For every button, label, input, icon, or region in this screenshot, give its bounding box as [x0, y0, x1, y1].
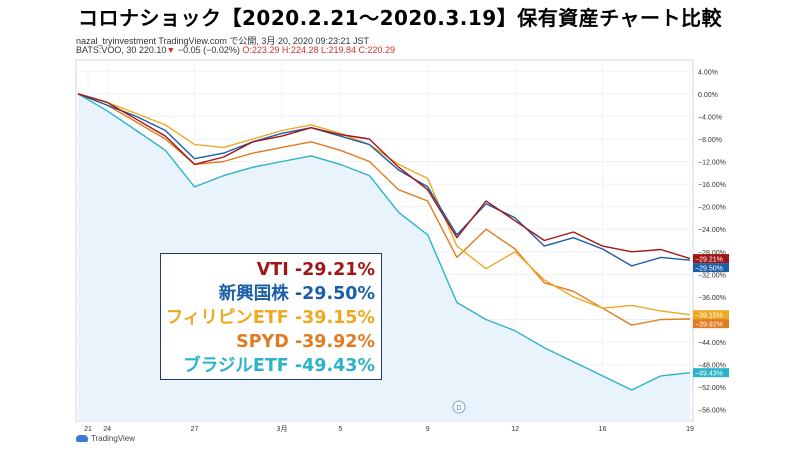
x-tick-label: 16 — [599, 426, 607, 433]
dividend-marker-icon[interactable] — [452, 400, 466, 414]
tag-bg — [693, 310, 729, 320]
y-tick-label: −32.00% — [698, 272, 726, 279]
tag-bg — [693, 263, 729, 273]
last-value-tag: −39.92% — [693, 319, 729, 328]
x-axis: 21 24 27 3月 5 9 12 16 19 — [84, 425, 694, 433]
y-axis: 4.00% 0.00% −4.00% −8.00% −12.00% −16.00% −20.… — [698, 69, 726, 414]
x-tick-label: 24 — [103, 426, 111, 433]
x-tick-label: 9 — [426, 426, 430, 433]
y-tick-label: −56.00% — [698, 408, 726, 415]
series-line — [77, 93, 691, 260]
series-line — [77, 93, 691, 267]
legend-series-value: -39.92% — [288, 332, 375, 352]
legend-series-name: VTI — [256, 260, 289, 280]
series-line — [77, 93, 691, 391]
tag-label: −29.50% — [695, 265, 723, 272]
tag-bg — [693, 319, 729, 329]
legend-entry: ブラジルETF -49.43% — [161, 354, 375, 378]
tag-label: −29.21% — [695, 256, 723, 263]
legend-series-value: -29.21% — [288, 260, 375, 280]
x-tick-label: 3月 — [277, 425, 288, 433]
legend-entry: SPYD -39.92% — [161, 330, 375, 354]
last-value-tag: −29.50% — [693, 263, 729, 272]
legend-series-value: -29.50% — [288, 284, 375, 304]
y-tick-label: −8.00% — [698, 137, 722, 144]
y-tick-label: −24.00% — [698, 227, 726, 234]
tradingview-logo: TradingView — [76, 434, 135, 443]
legend-entry: 新興国株 -29.50% — [161, 282, 375, 306]
series-line — [77, 93, 691, 326]
legend-series-value: -39.15% — [288, 308, 375, 328]
legend: VTI -29.21% 新興国株 -29.50% フィリピンETF -39.15% S… — [160, 253, 382, 380]
symbol-label: BATS:VOO, 30 — [76, 45, 137, 55]
x-tick-label: 21 — [84, 426, 92, 433]
tag-label: −39.92% — [695, 321, 723, 328]
legend-series-value: -49.43% — [288, 356, 375, 376]
series-group — [77, 93, 691, 391]
branding-label: TradingView — [91, 434, 136, 443]
legend-entry: フィリピンETF -39.15% — [161, 306, 375, 330]
symbol-info: BATS:VOO, 30 220.10▼ −0.05 (−0.02%) O:22… — [76, 45, 395, 55]
legend-series-name: フィリピンETF — [165, 308, 289, 328]
y-tick-label: −48.00% — [698, 363, 726, 370]
y-tick-label: −16.00% — [698, 182, 726, 189]
event-marker-label: D — [456, 405, 461, 412]
last-value-tag: −39.15% — [693, 310, 729, 319]
x-tick-label: 12 — [511, 426, 519, 433]
x-tick-label: 27 — [191, 426, 199, 433]
series-line — [77, 93, 691, 316]
y-tick-label: −4.00% — [698, 114, 722, 121]
x-tick-label: 19 — [686, 426, 694, 433]
legend-series-name: ブラジルETF — [183, 356, 289, 376]
publish-info: nazal_tryinvestment TradingView.com で公開,… — [76, 36, 369, 46]
ohlc-label: O:223.29 H:224.28 L:219.84 C:220.29 — [242, 45, 396, 55]
price-label: 220.10 — [138, 45, 167, 55]
x-tick-label: 5 — [338, 426, 342, 433]
chart-title: コロナショック【2020.2.21～2020.3.19】保有資産チャート比較 — [77, 6, 722, 30]
y-tick-label: −28.00% — [698, 250, 726, 257]
y-tick-label: 4.00% — [698, 69, 718, 76]
legend-series-name: SPYD — [236, 332, 289, 352]
y-tick-label: −20.00% — [698, 205, 726, 212]
y-tick-label: 0.00% — [698, 92, 718, 99]
cloud-icon — [76, 435, 88, 442]
tag-label: −49.43% — [695, 370, 723, 377]
change-label: −0.05 (−0.02%) — [177, 45, 240, 55]
y-tick-label: −44.00% — [698, 340, 726, 347]
event-marker[interactable]: D — [452, 400, 466, 414]
legend-entry: VTI -29.21% — [161, 258, 375, 282]
y-tick-label: −52.00% — [698, 385, 726, 392]
legend-series-name: 新興国株 — [218, 284, 289, 304]
tag-label: −39.15% — [695, 312, 723, 319]
tag-bg — [693, 254, 729, 264]
y-tick-label: −12.00% — [698, 160, 726, 167]
last-value-tag: −29.21% — [693, 254, 729, 263]
last-value-tags: −29.21% −29.50% −39.15% −39.92% −49.43% — [693, 254, 729, 377]
last-value-tag: −49.43% — [693, 368, 729, 377]
tag-bg — [693, 368, 729, 378]
y-tick-label: −36.00% — [698, 295, 726, 302]
down-arrow-icon: ▼ — [166, 45, 176, 55]
